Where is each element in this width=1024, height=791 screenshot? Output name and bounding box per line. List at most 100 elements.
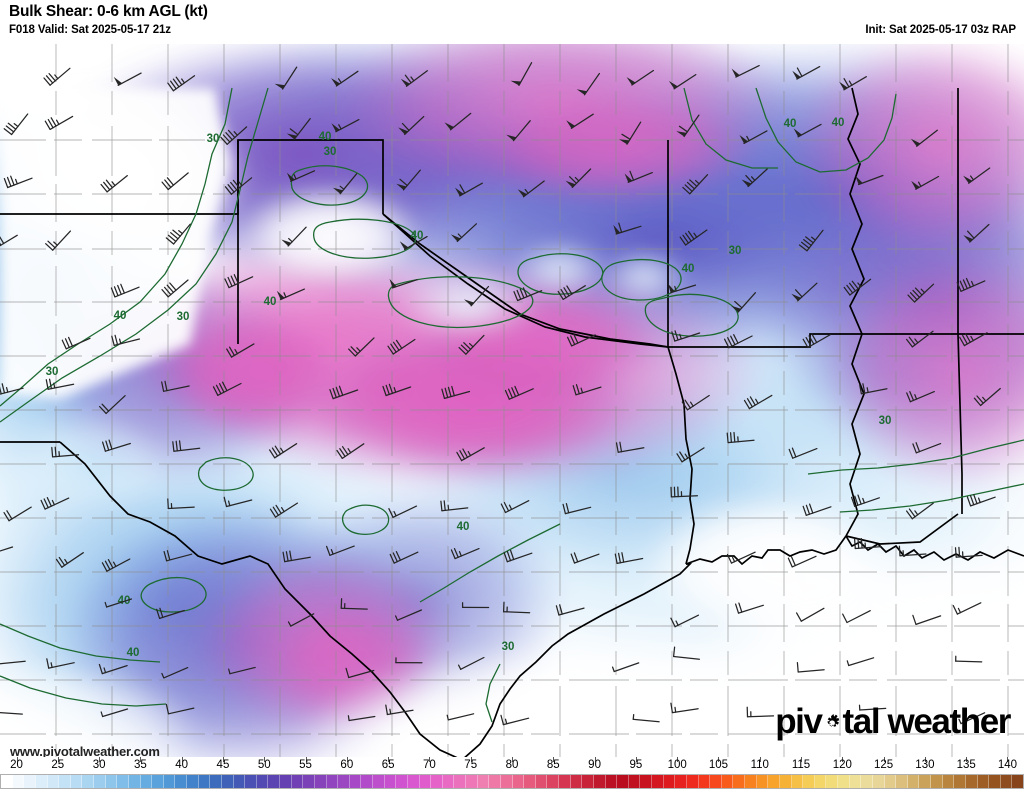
colorbar-swatch [779, 775, 792, 788]
colorbar-swatch [814, 775, 827, 788]
wind-barb [898, 545, 927, 557]
wind-barb [0, 660, 26, 665]
wind-barb [670, 702, 699, 714]
contour-label: 40 [264, 296, 277, 308]
colorbar-tick [924, 757, 926, 762]
colorbar-swatches[interactable] [0, 774, 1024, 789]
colorbar-tick-label: 45 [216, 759, 230, 771]
wind-barb [624, 170, 653, 183]
colorbar-tick-label: 110 [750, 759, 769, 771]
colorbar-swatch [977, 775, 990, 788]
wind-barb [726, 431, 755, 444]
colorbar-tick-label: 115 [791, 759, 811, 771]
county-boundaries [0, 44, 1024, 757]
wind-barb [348, 337, 375, 357]
wind-barb [394, 609, 423, 621]
wind-barb [110, 283, 140, 298]
colorbar-swatch [512, 775, 525, 788]
colorbar-swatch [431, 775, 443, 788]
colorbar-tick-label: 135 [956, 759, 976, 771]
wind-barb [739, 130, 768, 145]
colorbar-swatch [82, 775, 94, 788]
wind-barb [389, 550, 419, 564]
colorbar-tick [181, 757, 183, 762]
logo-text-pre: piv [775, 702, 823, 741]
wind-barb [850, 494, 880, 507]
colorbar-swatch [47, 775, 60, 788]
colorbar-tick [966, 757, 968, 762]
colorbar-swatch [35, 775, 48, 788]
wind-barb [45, 378, 75, 390]
contour-label: 40 [832, 117, 845, 129]
colorbar-swatch [128, 775, 141, 788]
contour-lines [0, 87, 1024, 723]
colorbar-swatch [280, 775, 292, 788]
low-value-region [0, 88, 230, 399]
colorbar-tick [470, 757, 472, 762]
wind-barb [956, 277, 986, 292]
wind-barb [3, 113, 29, 136]
wind-barb [796, 661, 825, 673]
contour-label: 30 [729, 245, 742, 257]
wind-barb [682, 174, 709, 195]
pivotal-weather-logo: piv tal weather [775, 702, 1011, 741]
valid-time-label: F018 Valid: Sat 2025-05-17 21z [9, 24, 171, 36]
page-title: Bulk Shear: 0-6 km AGL (kt) [9, 3, 208, 20]
colorbar-swatch [826, 775, 838, 788]
colorbar-swatch [942, 775, 955, 788]
wind-barb [788, 447, 818, 459]
wind-barb [906, 390, 935, 403]
colorbar-swatch [291, 775, 304, 788]
wind-barb [910, 129, 938, 147]
colorbar-swatch [559, 775, 571, 788]
wind-barb [676, 447, 705, 463]
contour-label: 40 [457, 521, 470, 533]
colorbar-tick [429, 757, 431, 762]
wind-barb [802, 503, 832, 516]
wind-barb [566, 333, 596, 347]
wind-barb [329, 385, 359, 400]
wind-barb [958, 712, 986, 725]
colorbar-tick-label: 80 [505, 759, 519, 771]
wind-barb [282, 550, 311, 563]
wind-barb [0, 234, 18, 247]
colorbar-swatch [861, 775, 873, 788]
colorbar-swatch [24, 775, 36, 788]
wind-barb [172, 440, 201, 452]
colorbar-tick [718, 757, 720, 762]
colorbar-swatch [233, 775, 246, 788]
colorbar-swatch [419, 775, 432, 788]
colorbar-swatch [745, 775, 757, 788]
colorbar-tick [677, 757, 679, 762]
wind-barb [842, 610, 871, 624]
wind-barb [223, 496, 253, 508]
colorbar-swatch [152, 775, 164, 788]
colorbar-tick [388, 757, 390, 762]
map-canvas[interactable]: 30 40 30 30 40 40 30 40 30 40 40 40 30 40 40 40 30 www.p… [0, 44, 1024, 757]
wind-barb [345, 667, 375, 679]
colorbar-swatch [791, 775, 804, 788]
wind-barb [0, 383, 24, 395]
colorbar-swatch [838, 775, 850, 788]
wind-barb [287, 613, 315, 627]
wind-barb [161, 172, 189, 191]
colorbar-swatch [105, 775, 118, 788]
wind-barb [0, 546, 14, 552]
wind-barb [681, 394, 710, 411]
colorbar-swatch [361, 775, 373, 788]
wind-barb [387, 338, 416, 355]
wind-barb [167, 75, 196, 92]
wind-barb [672, 646, 701, 660]
colorbar-swatch [466, 775, 478, 788]
colorbar-tick [801, 757, 803, 762]
colorbar-swatch [94, 775, 106, 788]
wind-barb [615, 441, 645, 453]
colorbar-swatch [989, 775, 1001, 788]
colorbar-swatch [210, 775, 222, 788]
colorbar-swatch [721, 775, 734, 788]
wind-barb [907, 283, 935, 303]
colorbar-swatch [652, 775, 664, 788]
colorbar-tick-label: 85 [546, 759, 560, 771]
colorbar-swatch [849, 775, 862, 788]
